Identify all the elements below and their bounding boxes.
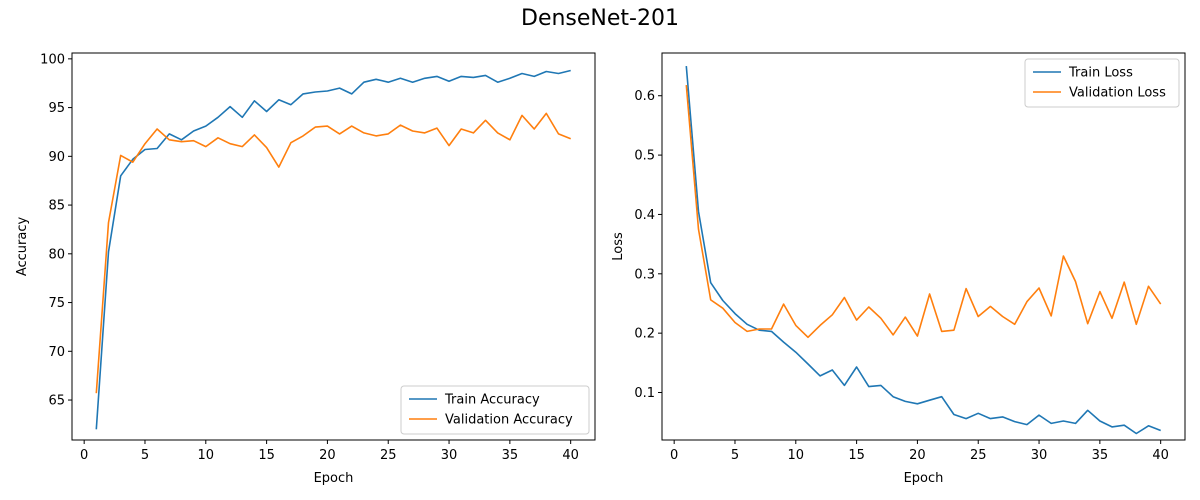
- legend: Train Accuracy Validation Accuracy: [400, 385, 590, 435]
- y-tick-label: 0.1: [634, 386, 655, 401]
- x-tick-label: 30: [441, 448, 458, 463]
- axes-frame: [71, 52, 596, 441]
- x-tick-label: 25: [970, 448, 987, 463]
- y-tick-label: 0.4: [634, 208, 655, 223]
- legend-label: Train Accuracy: [444, 393, 540, 408]
- series-line-1: [95, 69, 571, 430]
- x-tick-label: 25: [380, 448, 397, 463]
- x-tick-label: 10: [788, 448, 805, 463]
- legend-box: [400, 385, 590, 435]
- x-tick-label: 15: [848, 448, 865, 463]
- x-tick-label: 5: [141, 448, 149, 463]
- figure-title: DenseNet-201: [521, 6, 679, 31]
- y-tick-label: 100: [40, 52, 65, 67]
- series-line-2: [685, 85, 1162, 339]
- x-tick-label: 30: [1031, 448, 1048, 463]
- x-tick-label: 20: [319, 448, 336, 463]
- x-tick-label: 0: [80, 448, 88, 463]
- series-line-1: [685, 66, 1161, 435]
- x-tick-label: 15: [258, 448, 275, 463]
- y-tick-label: 0.6: [634, 89, 655, 104]
- legend: Train Loss Validation Loss: [1024, 58, 1180, 108]
- y-tick-label: 80: [48, 247, 65, 262]
- y-tick-label: 65: [48, 394, 65, 409]
- y-tick-label: 95: [48, 101, 65, 116]
- x-tick-label: 40: [1152, 448, 1169, 463]
- x-tick-label: 0: [670, 448, 678, 463]
- y-tick-label: 90: [48, 150, 65, 165]
- y-tick-label: 0.3: [634, 267, 655, 282]
- legend-label: Train Loss: [1068, 66, 1133, 81]
- plot-2: 0 5 10 15 20 25 30 35 40 0.1 0.2 0.3 0.4 0.5 0.6 Epoch L…: [611, 52, 1186, 486]
- y-tick-label: 0.2: [634, 327, 655, 342]
- y-axis-label: Loss: [611, 232, 626, 261]
- x-axis-label: Epoch: [314, 471, 354, 486]
- y-tick-label: 85: [48, 199, 65, 214]
- series-line-2: [95, 112, 571, 394]
- legend-label: Validation Loss: [1069, 86, 1166, 101]
- y-tick-label: 0.5: [634, 149, 655, 164]
- legend-box: [1024, 58, 1180, 108]
- x-tick-label: 35: [1092, 448, 1109, 463]
- x-tick-label: 20: [909, 448, 926, 463]
- x-tick-label: 40: [562, 448, 579, 463]
- y-axis-label: Accuracy: [15, 217, 30, 277]
- legend-label: Validation Accuracy: [445, 413, 573, 428]
- x-tick-label: 10: [198, 448, 215, 463]
- y-tick-label: 75: [48, 296, 65, 311]
- plot-1: 0 5 10 15 20 25 30 35 40 65 70 75 80 85 90 95 100 Epoch Ac…: [15, 52, 596, 486]
- x-tick-label: 35: [502, 448, 519, 463]
- axes-frame: [661, 52, 1186, 441]
- y-tick-label: 70: [48, 345, 65, 360]
- x-tick-label: 5: [731, 448, 739, 463]
- x-axis-label: Epoch: [904, 471, 944, 486]
